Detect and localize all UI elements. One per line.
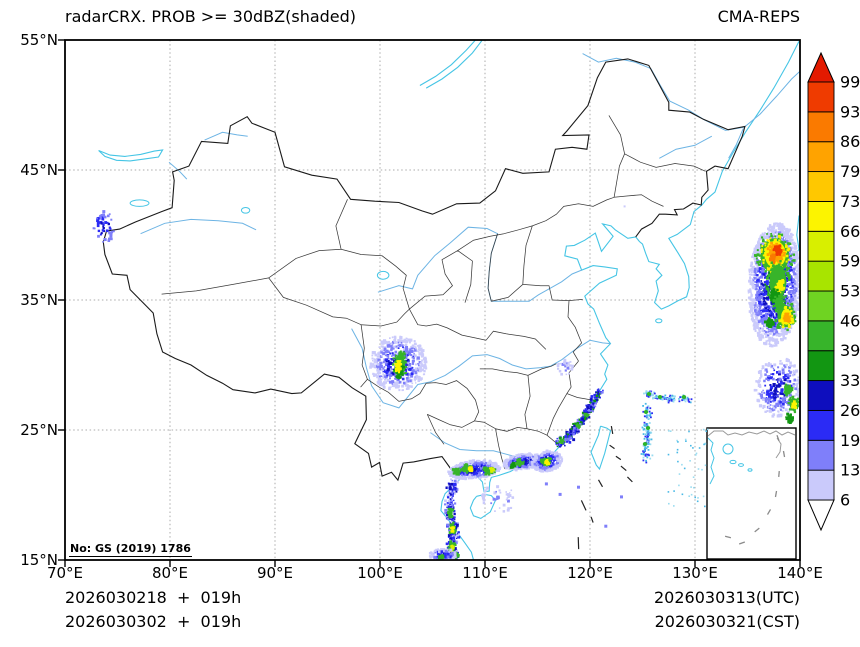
x-tick-label: 80°E [151, 564, 189, 582]
colorbar-label: 39 [840, 341, 860, 360]
colorbar-label: 99 [840, 73, 860, 92]
y-tick-label: 45°N [20, 161, 58, 179]
colorbar-label: 53 [840, 282, 860, 301]
x-tick-label: 140°E [777, 564, 823, 582]
x-tick-label: 90°E [256, 564, 294, 582]
coastlines-rivers-layer [98, 40, 800, 560]
x-tick-label: 110°E [462, 564, 508, 582]
axis-tick-marks [58, 39, 801, 567]
probability-shading-layer [92, 205, 800, 560]
colorbar-label: 73 [840, 192, 860, 211]
colorbar-label: 79 [840, 162, 860, 181]
footer-init-cst: 2026030302 + 019h [65, 612, 242, 631]
license-watermark: No: GS (2019) 1786 [69, 542, 192, 557]
map-plot-area: No: GS (2019) 1786 [58, 39, 801, 567]
colorbar-label: 19 [840, 431, 860, 450]
colorbar-label: 6 [840, 491, 850, 510]
colorbar-label: 13 [840, 461, 860, 480]
colorbar-label: 33 [840, 371, 860, 390]
plot-frame [64, 39, 801, 561]
colorbar-label: 26 [840, 401, 860, 420]
graticule-gridlines [65, 40, 800, 560]
x-tick-label: 70°E [46, 564, 84, 582]
footer-valid-utc: 2026030313(UTC) [654, 588, 800, 607]
colorbar-label: 66 [840, 222, 860, 241]
south-china-sea-inset [640, 390, 797, 560]
country-province-borders-layer [102, 58, 746, 550]
colorbar-label: 86 [840, 132, 860, 151]
y-tick-label: 35°N [20, 291, 58, 309]
y-tick-label: 55°N [20, 31, 58, 49]
model-label: CMA-REPS [717, 7, 800, 26]
y-tick-label: 15°N [20, 551, 58, 569]
china-map-svg [58, 39, 801, 567]
colorbar-label: 93 [840, 102, 860, 121]
footer-valid-cst: 2026030321(CST) [654, 612, 800, 631]
x-tick-label: 120°E [567, 564, 613, 582]
colorbar: 6 13 19 26 33 39 46 53 59 66 73 79 86 93 99 [807, 51, 860, 532]
colorbar-label: 46 [840, 311, 860, 330]
x-tick-label: 100°E [357, 564, 403, 582]
footer-init-utc: 2026030218 + 019h [65, 588, 242, 607]
chart-title: radarCRX. PROB >= 30dBZ(shaded) [65, 7, 357, 26]
colorbar-label: 59 [840, 252, 860, 271]
x-tick-label: 130°E [672, 564, 718, 582]
y-tick-label: 25°N [20, 421, 58, 439]
